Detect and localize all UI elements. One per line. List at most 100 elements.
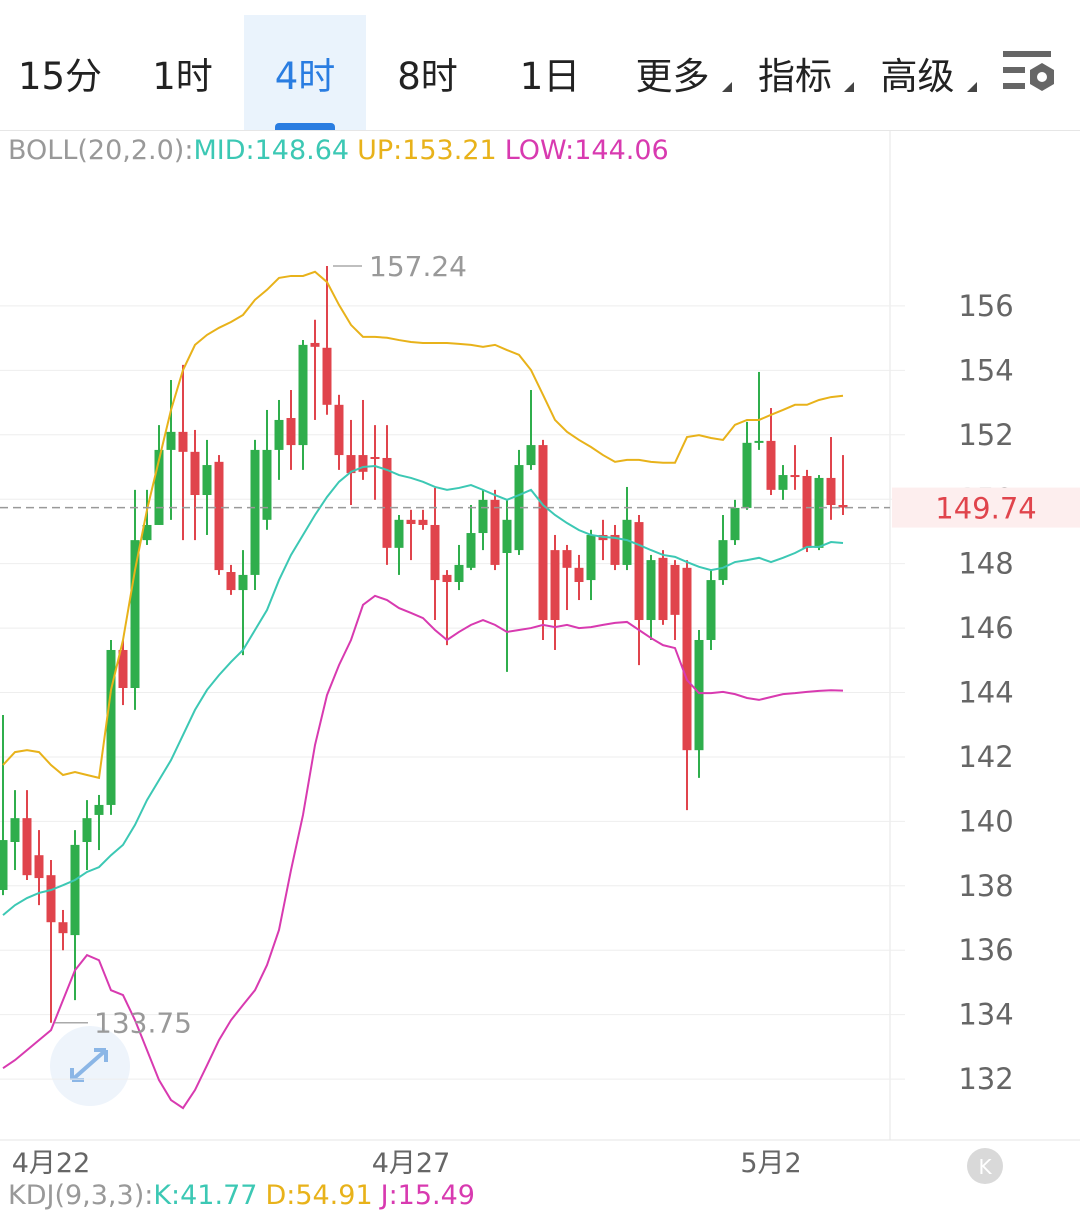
- candle-body: [358, 455, 368, 472]
- y-tick-label: 140: [958, 804, 1013, 838]
- candle-body: [682, 567, 692, 751]
- legend-entry: LOW:144.06: [504, 135, 669, 166]
- candle-body: [562, 550, 572, 568]
- candle-body: [58, 922, 68, 934]
- candle-body: [0, 840, 8, 890]
- candle-body: [610, 534, 620, 565]
- timeframe-tab[interactable]: 指标: [734, 15, 856, 130]
- y-tick-label: 144: [958, 676, 1013, 710]
- candle-body: [34, 855, 44, 879]
- candle-body: [538, 445, 548, 621]
- y-tick-label: 146: [958, 611, 1013, 645]
- dropdown-caret: [721, 82, 732, 92]
- candle-body: [802, 476, 812, 548]
- candle-body: [514, 465, 524, 551]
- candle-body: [814, 477, 824, 548]
- last-price-box: [892, 487, 1080, 528]
- dropdown-caret: [844, 82, 854, 92]
- y-tick-label: 154: [958, 353, 1013, 387]
- candle-body: [778, 475, 788, 490]
- y-tick-label: 132: [958, 1062, 1013, 1096]
- candle-body: [586, 534, 596, 581]
- y-tick-label: 136: [958, 933, 1013, 967]
- candle-body: [46, 875, 56, 923]
- candle-body: [490, 499, 500, 565]
- timeframe-tab[interactable]: 15分: [17, 54, 103, 98]
- y-tick-label: 156: [958, 289, 1013, 323]
- timeframe-bar: 15分 1时 4时 8时 1日 更多 指标 高级: [0, 0, 1080, 131]
- candle-body: [466, 533, 476, 568]
- x-tick-label: 4月22: [12, 1148, 91, 1179]
- candle-body: [838, 505, 848, 508]
- candle-body: [826, 477, 836, 506]
- candle-body: [22, 818, 32, 876]
- candle-body: [94, 804, 104, 815]
- max-marker-label: 157.24: [369, 250, 467, 283]
- candle-body: [574, 567, 584, 583]
- candle-body: [790, 475, 800, 478]
- timeframe-tab[interactable]: 高级: [857, 15, 979, 130]
- dropdown-caret: [966, 82, 977, 92]
- candle-body: [202, 465, 212, 496]
- legend-entry: UP:153.21: [357, 135, 497, 166]
- legend-entry: K:41.77: [153, 1180, 258, 1211]
- x-tick-label: 5月2: [740, 1148, 801, 1179]
- candle-body: [346, 455, 356, 474]
- candle-body: [706, 580, 716, 640]
- candle-body: [754, 440, 764, 443]
- y-tick-label: 152: [958, 418, 1013, 452]
- candle-body: [394, 519, 404, 548]
- candle-body: [226, 572, 236, 591]
- candle-body: [658, 557, 668, 621]
- candle-body: [646, 560, 656, 621]
- candle-body: [334, 404, 344, 456]
- candle-body: [262, 449, 272, 520]
- candle-body: [502, 519, 512, 554]
- candle-body: [166, 431, 176, 450]
- boll-line: [2, 594, 844, 1110]
- legend-entry: D:54.91: [265, 1180, 373, 1211]
- settings-icon[interactable]: [1000, 45, 1060, 105]
- candle-body: [214, 461, 224, 571]
- candle-body: [526, 445, 536, 466]
- y-tick-label: 148: [958, 547, 1013, 581]
- candle-body: [250, 449, 260, 575]
- timeframe-tab[interactable]: 4时: [244, 15, 366, 130]
- indicator-label: KDJ(9,3,3):: [8, 1180, 154, 1211]
- timeframe-tab[interactable]: 1时: [152, 54, 213, 98]
- y-tick-label: 142: [958, 740, 1013, 774]
- collapse-button[interactable]: [967, 1148, 1003, 1184]
- legend-entry: MID:148.64: [193, 135, 350, 166]
- candle-body: [286, 418, 296, 446]
- collapse-icon: K: [978, 1155, 992, 1179]
- candle-body: [106, 649, 116, 805]
- candle-body: [118, 649, 128, 688]
- candle-body: [766, 440, 776, 490]
- candle-body: [478, 499, 488, 534]
- candle-body: [178, 431, 188, 452]
- candle-body: [10, 818, 20, 842]
- candle-body: [742, 442, 752, 508]
- candle-body: [670, 564, 680, 615]
- timeframe-tab[interactable]: 更多: [612, 15, 734, 130]
- candle-body: [550, 550, 560, 621]
- candle-body: [310, 342, 320, 347]
- candle-body: [190, 451, 200, 496]
- candle-body: [274, 419, 284, 450]
- boll-legend: BOLL(20,2.0):MID:148.64 UP:153.21 LOW:144.…: [8, 135, 677, 166]
- timeframe-tab[interactable]: 1日: [519, 54, 581, 98]
- candle-body: [694, 639, 704, 751]
- y-tick-label: 134: [958, 998, 1013, 1032]
- candle-body: [70, 844, 80, 936]
- candle-body: [418, 519, 428, 525]
- x-tick-label: 4月27: [372, 1148, 451, 1179]
- indicator-label: BOLL(20,2.0):: [8, 135, 194, 166]
- candle-body: [154, 449, 164, 525]
- candle-body: [430, 524, 440, 581]
- candle-body: [298, 344, 308, 446]
- candle-body: [130, 540, 140, 688]
- timeframe-tab[interactable]: 8时: [397, 54, 458, 98]
- candle-body: [370, 457, 380, 460]
